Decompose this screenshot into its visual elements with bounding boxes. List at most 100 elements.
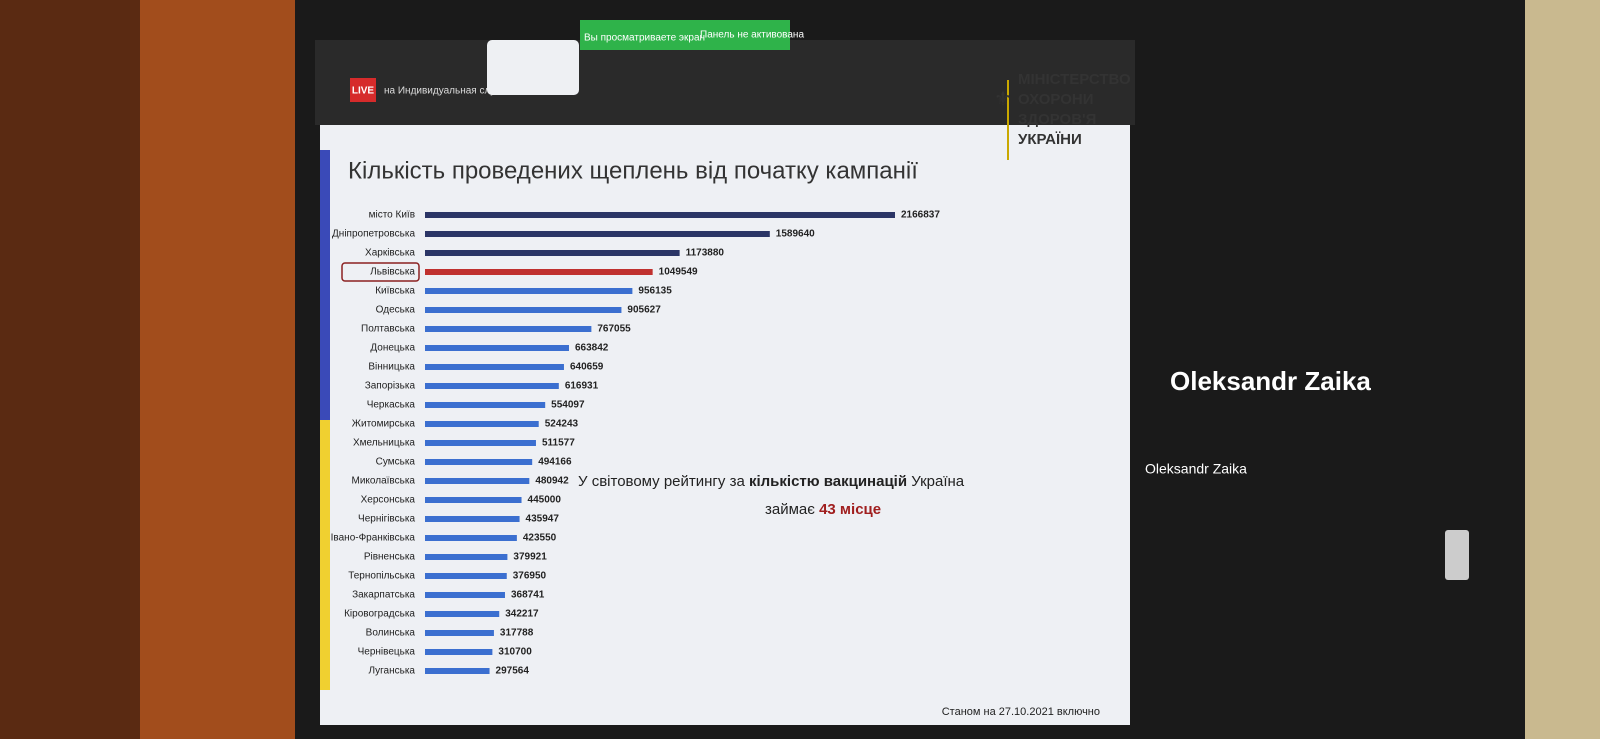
category-label: Сумська (376, 457, 416, 468)
category-label: Закарпатська (352, 590, 415, 601)
category-label: Волинська (366, 628, 416, 639)
value-label: 494166 (538, 457, 572, 468)
panel-notice: Панель не активована (700, 30, 804, 41)
logo-line: МІНІСТЕРСТВО (1018, 71, 1131, 88)
bar (425, 383, 559, 389)
value-label: 2166837 (901, 210, 940, 221)
annotation: У світовому рейтингу за (578, 473, 749, 490)
toolbar (315, 40, 1135, 125)
category-label: Харківська (365, 248, 415, 259)
live: LIVE (352, 86, 375, 97)
category-label: Херсонська (361, 495, 416, 506)
bar (425, 649, 493, 655)
category-label: Одеська (376, 305, 416, 316)
bar (425, 630, 494, 636)
bar (425, 592, 505, 598)
annotation-bold: кількістю вакцинацій (749, 473, 907, 490)
flag-blue (320, 150, 330, 420)
chart-title: Кількість проведених щеплень від початку… (348, 157, 918, 184)
value-label: 905627 (627, 305, 661, 316)
category-label: Донецька (370, 343, 415, 354)
bar (425, 478, 530, 484)
bar (425, 345, 569, 351)
value-label: 342217 (505, 609, 539, 620)
footnote: Станом на 27.10.2021 включно (942, 706, 1100, 718)
value-label: 663842 (575, 343, 609, 354)
bar (425, 421, 539, 427)
value-label: 423550 (523, 533, 557, 544)
category-label: Чернігівська (358, 514, 415, 525)
category-label: Київська (375, 286, 415, 297)
bar (425, 497, 522, 503)
category-label: Дніпропетровська (332, 229, 415, 240)
bar (425, 573, 507, 579)
bar (425, 326, 592, 332)
value-label: 767055 (597, 324, 631, 335)
bar (425, 668, 490, 674)
category-label: Луганська (368, 666, 415, 677)
bar (425, 288, 633, 294)
logo-line: ЗДОРОВ'Я (1018, 111, 1096, 128)
value-label: 956135 (638, 286, 672, 297)
category-label: Запорізька (365, 381, 416, 392)
value-label: 310700 (498, 647, 532, 658)
side-toggle[interactable] (1445, 530, 1469, 580)
bar (425, 307, 622, 313)
popup[interactable] (487, 40, 579, 95)
bar (425, 402, 546, 408)
category-label: Полтавська (361, 324, 415, 335)
category-label: Івано-Франківська (331, 533, 416, 544)
bar (425, 364, 564, 370)
category-label: Тернопільська (348, 571, 415, 582)
cabinet (0, 0, 140, 739)
bar (425, 459, 533, 465)
bar (425, 554, 508, 560)
bar (425, 231, 770, 237)
value-label: 297564 (496, 666, 530, 677)
notice-bar (580, 20, 790, 50)
bar (425, 535, 517, 541)
highlight-box (341, 262, 420, 282)
window (1525, 0, 1600, 739)
category-label: Черкаська (367, 400, 416, 411)
value-label: 616931 (565, 381, 599, 392)
logo-line: УКРАЇНИ (1018, 131, 1082, 148)
value-label: 317788 (500, 628, 534, 639)
trident: ⚜ (994, 88, 1012, 110)
category-label: Львівська (370, 267, 415, 278)
bar (425, 212, 895, 218)
category-label: Кіровоградська (344, 609, 415, 620)
value-label: 554097 (551, 400, 585, 411)
value-label: 376950 (513, 571, 547, 582)
flag-yellow (320, 420, 330, 690)
category-label: місто Київ (369, 210, 415, 221)
logo-line: ОХОРОНИ (1018, 91, 1093, 108)
bar (425, 516, 520, 522)
value-label: 480942 (535, 476, 569, 487)
bar (425, 269, 653, 275)
category-label: Рівненська (364, 552, 416, 563)
annotation: займає (765, 501, 819, 518)
value-label: 640659 (570, 362, 604, 373)
screen-notice: Вы просматриваете экран (584, 33, 705, 44)
participant-name: Oleksandr Zaika (1170, 366, 1371, 396)
category-label: Житомирська (352, 419, 416, 430)
bar (425, 611, 500, 617)
value-label: 511577 (542, 438, 575, 449)
live-badge (350, 78, 376, 102)
value-label: 1173880 (686, 248, 725, 259)
category-label: Хмельницька (353, 438, 415, 449)
annotation-line1: У світовому рейтингу за кількістю вакцин… (578, 473, 965, 490)
category-label: Чернівецька (358, 647, 416, 658)
value-label: 435947 (526, 514, 560, 525)
value-label: 379921 (513, 552, 547, 563)
value-label: 524243 (545, 419, 579, 430)
value-label: 445000 (528, 495, 562, 506)
category-label: Вінницька (368, 362, 415, 373)
participant-label: Oleksandr Zaika (1145, 461, 1247, 477)
value-label: 1049549 (659, 267, 698, 278)
annotation: Україна (907, 473, 965, 490)
annotation-line2: займає 43 місце (765, 501, 881, 518)
category-label: Миколаївська (352, 476, 416, 487)
